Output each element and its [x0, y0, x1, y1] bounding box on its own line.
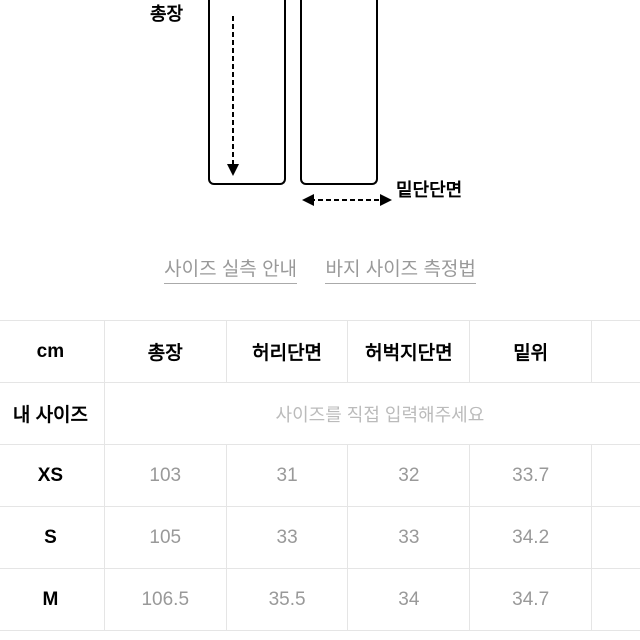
my-size-row[interactable]: 내 사이즈 사이즈를 직접 입력해주세요 — [0, 383, 640, 445]
pant-leg-right — [300, 0, 378, 185]
cell: 34.2 — [470, 507, 592, 569]
my-size-placeholder[interactable]: 사이즈를 직접 입력해주세요 — [104, 383, 640, 445]
size-label: M — [0, 569, 104, 631]
col-header: 밑위 — [470, 321, 592, 383]
cell: 106.5 — [104, 569, 226, 631]
table-header-row: cm 총장 허리단면 허벅지단면 밑위 — [0, 321, 640, 383]
my-size-label: 내 사이즈 — [0, 383, 104, 445]
size-table: cm 총장 허리단면 허벅지단면 밑위 내 사이즈 사이즈를 직접 입력해주세요… — [0, 320, 640, 631]
cell: 33 — [226, 507, 348, 569]
size-label: XS — [0, 445, 104, 507]
cell-partial — [592, 445, 640, 507]
hem-arrow-icon — [302, 192, 392, 208]
cell: 33.7 — [470, 445, 592, 507]
pant-leg-left — [208, 0, 286, 185]
cell: 35.5 — [226, 569, 348, 631]
cell: 32 — [348, 445, 470, 507]
cell-partial — [592, 569, 640, 631]
table-row: S 105 33 33 34.2 — [0, 507, 640, 569]
cell: 34 — [348, 569, 470, 631]
table-row: M 106.5 35.5 34 34.7 — [0, 569, 640, 631]
cell: 31 — [226, 445, 348, 507]
hem-label: 밑단단면 — [396, 176, 462, 202]
col-header: 허리단면 — [226, 321, 348, 383]
total-length-arrow-icon — [225, 16, 241, 178]
cell: 34.7 — [470, 569, 592, 631]
guide-links: 사이즈 실측 안내 바지 사이즈 측정법 — [0, 254, 640, 284]
size-label: S — [0, 507, 104, 569]
size-guide-link[interactable]: 사이즈 실측 안내 — [164, 254, 297, 284]
pants-diagram: 총장 밑단단면 — [0, 0, 640, 230]
col-header: 허벅지단면 — [348, 321, 470, 383]
cell-partial — [592, 507, 640, 569]
table-row: XS 103 31 32 33.7 — [0, 445, 640, 507]
cell: 105 — [104, 507, 226, 569]
total-length-label: 총장 — [150, 0, 183, 26]
cell: 33 — [348, 507, 470, 569]
col-header: 총장 — [104, 321, 226, 383]
unit-header: cm — [0, 321, 104, 383]
measure-guide-link[interactable]: 바지 사이즈 측정법 — [325, 254, 475, 284]
cell: 103 — [104, 445, 226, 507]
col-header-partial — [592, 321, 640, 383]
